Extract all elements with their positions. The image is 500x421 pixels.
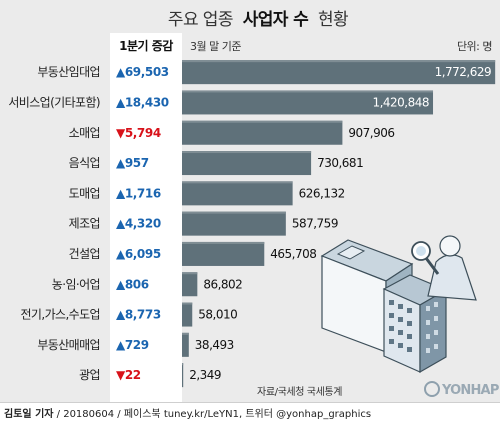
bar-highlight — [182, 241, 265, 244]
bar — [182, 302, 193, 327]
bar-highlight — [182, 120, 343, 123]
change-label: ▲8,773 — [116, 308, 161, 322]
basis-note: 3월 말 기준 — [190, 40, 241, 53]
change-label: ▲69,503 — [116, 65, 169, 79]
reporter-name: 김토일 기자 — [4, 409, 54, 420]
bar — [182, 120, 343, 145]
chart-rows: 부동산임대업 ▲69,503 1,772,629 서비스업(기타포함) ▲18,430 1… — [8, 60, 496, 388]
chart-title-bold: 사업자 수 — [243, 10, 309, 30]
change-column-bg — [110, 33, 182, 402]
bar-highlight — [182, 332, 189, 335]
bar-highlight — [182, 363, 184, 366]
value-label: 1,420,848 — [372, 95, 429, 109]
office-building-illustration — [320, 239, 448, 374]
change-label: ▲4,320 — [116, 217, 161, 231]
change-label: ▲18,430 — [116, 95, 169, 109]
change-label: ▲806 — [116, 277, 149, 291]
credit-details: / 20180604 / 페이스북 tuney.kr/LeYN1, 트위터 @y… — [53, 409, 372, 420]
category-label: 제조업 — [69, 217, 100, 231]
bar — [182, 90, 434, 115]
value-label: 38,493 — [195, 338, 234, 352]
change-label: ▲1,716 — [116, 186, 161, 200]
bar — [182, 241, 265, 266]
change-label: ▲6,095 — [116, 247, 161, 261]
bar-chart: 주요 업종 사업자 수 현황 1분기 증감 3월 말 기준 단위: 명 부동산임… — [8, 10, 500, 402]
chart-title-plain: 주요 업종 — [168, 10, 233, 30]
change-label: ▲729 — [116, 338, 149, 352]
category-label: 서비스업(기타포함) — [8, 95, 100, 109]
bar-highlight — [182, 272, 198, 275]
magnifier-person-illustration — [411, 235, 477, 301]
value-label: 1,772,629 — [435, 65, 492, 79]
value-label: 58,010 — [198, 308, 237, 322]
bar — [182, 181, 293, 206]
bar — [182, 363, 184, 388]
bar-highlight — [182, 60, 496, 63]
bar — [182, 211, 286, 236]
value-label: 907,906 — [348, 126, 394, 140]
bar-highlight — [182, 181, 293, 184]
bar-highlight — [182, 211, 286, 214]
change-label: ▲957 — [116, 156, 149, 170]
category-label: 전기,가스,수도업 — [20, 308, 100, 322]
bar-highlight — [182, 90, 434, 93]
category-label: 부동산매매업 — [37, 338, 100, 352]
change-label: ▼5,794 — [116, 126, 161, 140]
watermark-text: YONHAP NEWS — [441, 383, 500, 398]
change-column-header: 1분기 증감 — [119, 38, 173, 53]
category-label: 소매업 — [69, 126, 100, 140]
category-label: 광업 — [79, 368, 100, 382]
value-label: 626,132 — [299, 186, 345, 200]
category-label: 부동산임대업 — [37, 65, 100, 79]
yonhap-logo: YONHAP NEWS — [424, 381, 500, 398]
value-label: 86,802 — [203, 277, 242, 291]
bar-highlight — [182, 151, 312, 154]
category-label: 도매업 — [69, 186, 100, 200]
value-label: 730,681 — [317, 156, 363, 170]
chart-title-end: 현황 — [318, 10, 348, 30]
category-label: 건설업 — [69, 247, 100, 261]
chart-title: 주요 업종 사업자 수 현황 — [168, 10, 348, 30]
value-label: 465,708 — [270, 247, 316, 261]
bar-highlight — [182, 302, 193, 305]
change-label: ▼22 — [116, 368, 141, 382]
unit-note: 단위: 명 — [457, 40, 492, 53]
category-label: 음식업 — [69, 156, 100, 170]
bar — [182, 272, 198, 297]
bar — [182, 332, 189, 357]
bar — [182, 151, 312, 176]
category-label: 농·임·어업 — [52, 277, 100, 291]
value-label: 2,349 — [189, 368, 221, 382]
value-label: 587,759 — [292, 217, 338, 231]
source-note: 자료/국세청 국세통계 — [257, 386, 342, 398]
bar — [182, 60, 496, 85]
credit-line: 김토일 기자 / 20180604 / 페이스북 tuney.kr/LeYN1,… — [0, 402, 500, 421]
